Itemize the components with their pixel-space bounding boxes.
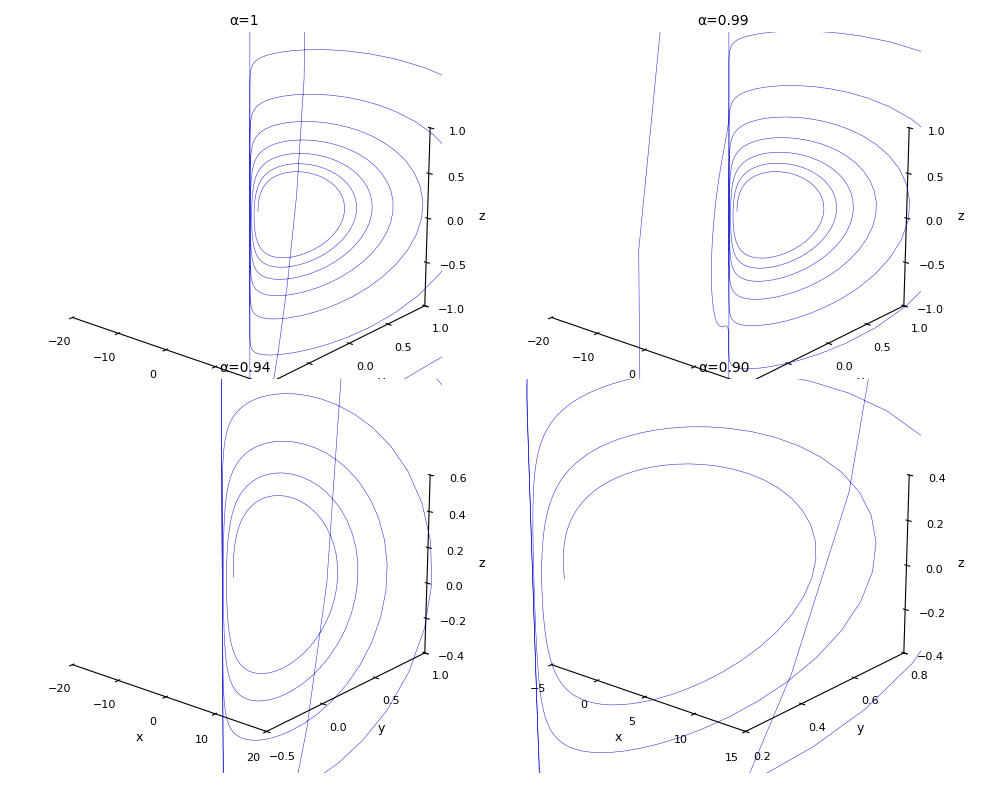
X-axis label: x: x bbox=[135, 731, 143, 744]
X-axis label: x: x bbox=[614, 731, 622, 744]
Title: α=0.99: α=0.99 bbox=[698, 13, 749, 28]
Title: α=0.90: α=0.90 bbox=[698, 361, 749, 375]
Y-axis label: y: y bbox=[856, 375, 863, 388]
Title: α=0.94: α=0.94 bbox=[219, 361, 270, 375]
Y-axis label: y: y bbox=[377, 375, 384, 388]
X-axis label: x: x bbox=[614, 384, 622, 397]
X-axis label: x: x bbox=[135, 384, 143, 397]
Y-axis label: y: y bbox=[856, 722, 863, 735]
Y-axis label: y: y bbox=[377, 722, 384, 735]
Title: α=1: α=1 bbox=[230, 13, 259, 28]
